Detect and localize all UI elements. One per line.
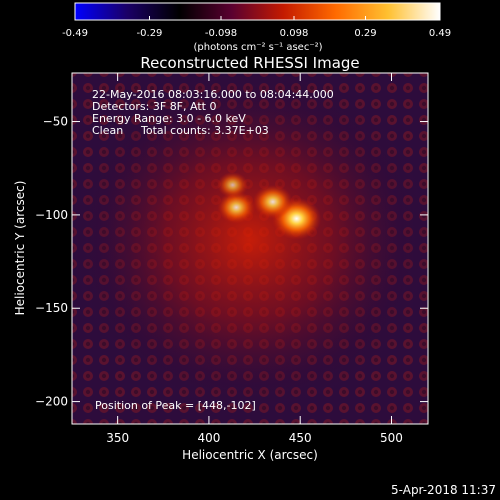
footer-date: 5-Apr-2018 11:37	[391, 483, 496, 497]
emission-sources	[217, 171, 322, 240]
y-tick-label: −50	[43, 115, 68, 129]
colorbar-tick-label: -0.29	[137, 28, 163, 39]
y-axis: −50 −100 −150 −200	[35, 115, 428, 409]
x-axis-label: Heliocentric X (arcsec)	[182, 448, 318, 462]
colorbar-tick-label: 0.49	[429, 28, 451, 39]
y-axis-label: Heliocentric Y (arcsec)	[13, 181, 27, 316]
emission-haze	[72, 73, 428, 420]
x-tick-label: 350	[106, 431, 129, 445]
colorbar	[75, 3, 440, 20]
x-tick-label: 400	[197, 431, 220, 445]
method-text: Clean	[92, 124, 123, 137]
colorbar-unit-label: (photons cm⁻² s⁻¹ asec⁻²)	[193, 42, 322, 53]
energy-range-text: Energy Range: 3.0 - 6.0 keV	[92, 112, 246, 125]
colorbar-frame	[74, 2, 441, 21]
emission-source	[217, 171, 249, 199]
emission-source	[217, 191, 256, 224]
y-tick-label: −150	[35, 301, 68, 315]
heatmap-image	[72, 73, 428, 424]
total-counts-text: Total counts: 3.37E+03	[140, 124, 269, 137]
x-axis: 350 400 450 500	[106, 73, 403, 445]
colorbar-tick-label: 0.29	[354, 28, 376, 39]
y-tick-label: −100	[35, 208, 68, 222]
x-tick-label: 450	[289, 431, 312, 445]
x-tick-label: 500	[380, 431, 403, 445]
colorbar-ticks	[74, 16, 441, 20]
detectors-text: Detectors: 3F 8F, Att 0	[92, 100, 216, 113]
chart-title: Reconstructed RHESSI Image	[140, 54, 359, 72]
y-tick-label: −200	[35, 395, 68, 409]
plot-frame	[71, 72, 429, 425]
colorbar-tick-labels: -0.49 -0.29 -0.098 0.098 0.29 0.49	[62, 28, 451, 39]
time-range-text: 22-May-2016 08:03:16.000 to 08:04:44.000	[92, 88, 334, 101]
colorbar-tick-label: -0.49	[62, 28, 88, 39]
emission-source	[252, 184, 293, 219]
peak-annotation: Position of Peak = [448,-102]	[95, 399, 256, 412]
colorbar-tick-label: 0.098	[280, 28, 309, 39]
colorbar-tick-label: -0.098	[205, 28, 237, 39]
